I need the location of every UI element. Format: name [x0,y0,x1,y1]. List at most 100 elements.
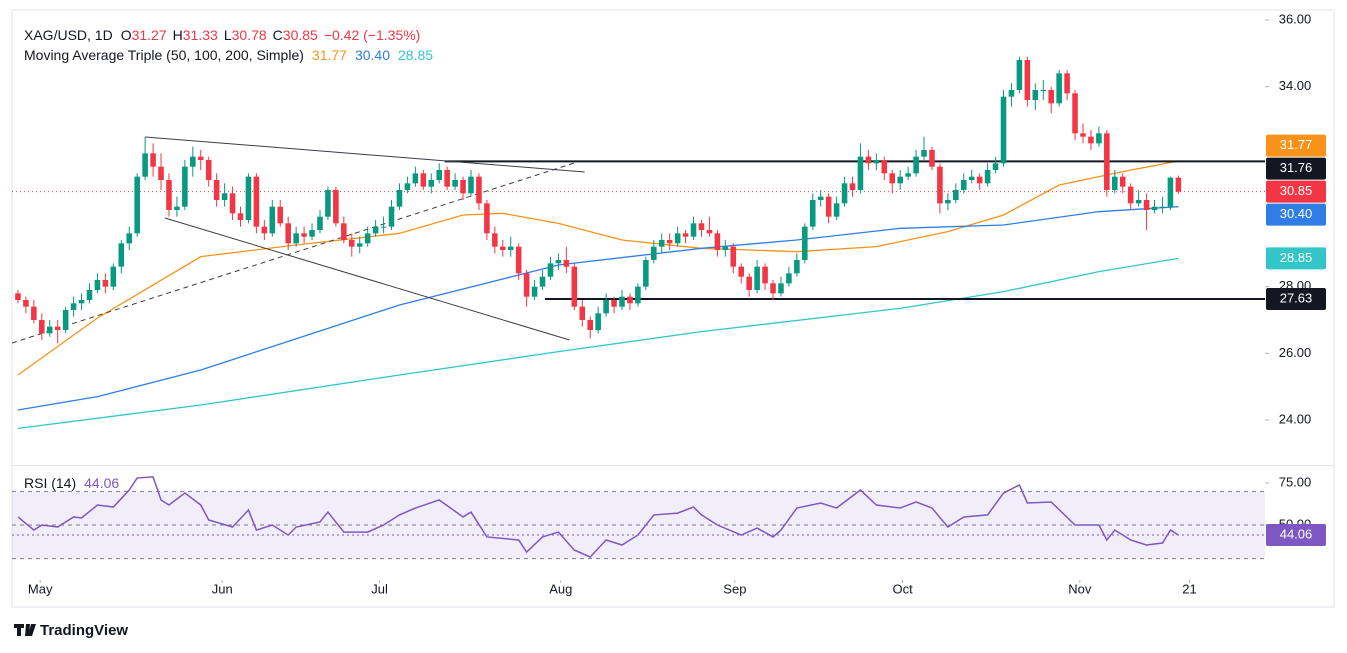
candle-body [253,176,260,227]
candle-body [1048,90,1054,104]
candle-body [364,233,371,244]
candle-body [1056,73,1062,104]
candle-body [110,266,117,287]
candle-body [1024,60,1031,100]
rsi-badge-label: 44.06 [1280,526,1313,541]
candle-body [873,160,880,164]
candle-body [730,246,737,267]
candle-body [976,176,983,184]
candle-body [889,173,896,184]
candle-body [682,233,689,237]
price-badge-label: 27.63 [1280,290,1313,305]
candle-body [937,166,943,204]
y-tick-label: 34.00 [1279,78,1312,93]
candle-body [658,240,665,247]
rsi-tick-label: 75.00 [1279,474,1312,489]
price-badge-label: 31.76 [1280,160,1313,175]
candle-body [309,230,315,237]
rsi-line [17,476,1179,558]
candle-body [94,280,101,290]
candle-body [31,306,37,320]
candle-body [150,153,156,167]
candle-body [182,166,188,207]
candle-body [984,170,991,184]
candle-body [762,266,768,284]
candle-body [738,266,745,277]
candle-body [1040,90,1047,91]
candle-body [619,296,625,307]
candle-body [722,246,729,250]
ma-legend: Moving Average Triple (50, 100, 200, Sim… [24,47,433,63]
price-badge-label: 28.85 [1280,250,1313,265]
candle-body [317,216,323,230]
candle-body [142,153,148,177]
candle-body [953,190,959,200]
candle-body [39,320,45,334]
candle-body [563,260,570,267]
moving-average [17,160,1179,376]
candle-body [166,180,172,210]
candle-body [229,193,236,214]
candle-body [1000,96,1007,164]
candle-body [356,243,363,247]
candle-body [627,296,633,304]
ohlc-key: H [173,27,183,43]
trendline [145,136,585,173]
candle-body [15,293,21,300]
candle-body [992,163,999,170]
candle-body [1175,177,1182,192]
candle-body [436,170,442,180]
candle-body [293,233,299,244]
price-badge-label: 31.77 [1280,137,1313,152]
candle-body [174,206,180,210]
candle-body [444,170,450,187]
x-tick-label: Aug [549,581,572,596]
candle-body [960,180,967,190]
candle-body [1112,176,1118,190]
price-badge-label: 30.85 [1280,183,1313,198]
candle-body [500,246,506,250]
candle-body [539,276,546,287]
candle-body [492,233,498,247]
ohlc-key: O [121,27,132,43]
x-tick-label: Jul [371,581,388,596]
ohlc-value: 30.78 [232,27,267,43]
candle-body [484,203,490,234]
candle-body [420,173,427,187]
ma-value: 31.77 [312,47,347,63]
candle-body [1072,93,1078,134]
candle-body [1096,133,1102,144]
brand-logo [14,624,36,636]
candle-body [587,320,593,330]
x-tick-label: Jun [212,581,233,596]
candle-body [118,243,125,267]
candle-body [1119,176,1126,187]
price-badge [1266,247,1326,270]
price-badge [1266,180,1326,203]
candle-body [849,183,856,190]
candle-body [1159,206,1166,208]
candle-body [197,156,204,160]
price-badge [1266,203,1326,226]
candle-body [452,180,458,187]
candle-body [237,213,244,220]
candle-body [913,156,919,174]
ohlc-value: 31.33 [183,27,218,43]
candle-body [841,183,848,204]
candle-body [476,176,482,204]
candle-body [635,286,641,304]
candle-body [428,180,435,187]
ma-title: Moving Average Triple (50, 100, 200, Sim… [24,47,304,63]
candle-body [404,183,411,190]
candle-body [372,226,379,234]
x-tick-label: May [28,581,53,596]
candle-body [396,190,403,207]
candle-body [1064,73,1070,94]
candle-body [945,200,951,204]
candle-body [778,283,784,294]
candle-body [388,206,395,227]
candle-body [78,300,85,304]
candle-body [857,156,864,190]
x-tick-label: Oct [892,581,913,596]
candle-body [1127,186,1134,204]
